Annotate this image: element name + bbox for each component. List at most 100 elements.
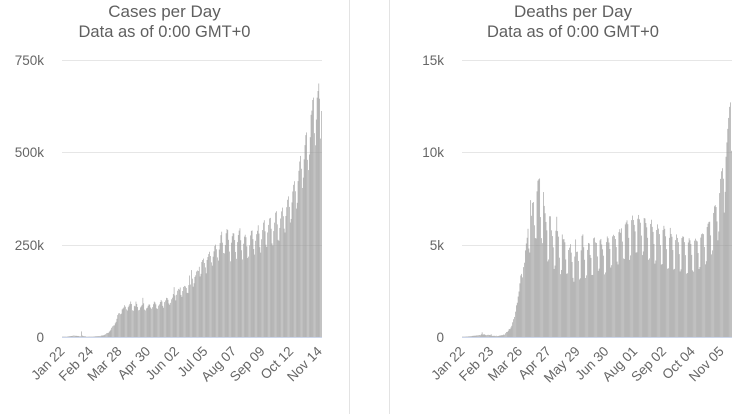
bar[interactable]	[600, 238, 602, 337]
bar[interactable]	[706, 227, 708, 337]
bar[interactable]	[301, 168, 302, 337]
bar[interactable]	[286, 207, 288, 337]
bar[interactable]	[536, 191, 538, 337]
bar[interactable]	[675, 240, 676, 337]
bar[interactable]	[120, 313, 122, 337]
bar[interactable]	[493, 335, 495, 337]
bar[interactable]	[581, 235, 583, 337]
bar[interactable]	[658, 228, 659, 337]
bar[interactable]	[80, 336, 81, 337]
bar[interactable]	[579, 278, 581, 337]
bar[interactable]	[645, 223, 647, 337]
bar[interactable]	[483, 334, 485, 337]
bar[interactable]	[231, 242, 232, 337]
bar[interactable]	[139, 309, 140, 337]
bar[interactable]	[625, 222, 627, 337]
bar[interactable]	[584, 259, 586, 337]
bar[interactable]	[270, 217, 271, 337]
bar[interactable]	[540, 217, 541, 337]
bar[interactable]	[586, 275, 587, 337]
bar[interactable]	[315, 119, 317, 337]
bar[interactable]	[298, 170, 300, 337]
bar[interactable]	[622, 241, 623, 337]
bar[interactable]	[118, 313, 119, 337]
bar[interactable]	[128, 305, 130, 337]
bar[interactable]	[489, 335, 491, 337]
bar[interactable]	[319, 98, 320, 338]
bar[interactable]	[82, 336, 84, 337]
bar[interactable]	[596, 242, 597, 337]
bar[interactable]	[537, 180, 539, 337]
bar[interactable]	[515, 311, 516, 337]
bar[interactable]	[652, 231, 654, 337]
bar[interactable]	[178, 288, 179, 337]
bar[interactable]	[242, 259, 243, 337]
bar[interactable]	[639, 219, 640, 337]
bar[interactable]	[67, 336, 68, 337]
bar[interactable]	[724, 191, 726, 337]
bar[interactable]	[302, 177, 304, 337]
bar[interactable]	[553, 268, 555, 337]
bar[interactable]	[101, 335, 103, 337]
bar[interactable]	[264, 231, 266, 337]
bar[interactable]	[200, 273, 202, 337]
bar[interactable]	[686, 273, 687, 337]
bar[interactable]	[548, 259, 550, 337]
bar[interactable]	[225, 233, 227, 337]
bar[interactable]	[127, 310, 128, 337]
bar[interactable]	[683, 236, 685, 337]
bar[interactable]	[70, 336, 72, 337]
bar[interactable]	[224, 253, 225, 337]
bar[interactable]	[720, 178, 721, 337]
bar[interactable]	[205, 267, 206, 337]
bar[interactable]	[577, 251, 578, 337]
bar[interactable]	[621, 228, 622, 337]
bar[interactable]	[637, 218, 639, 337]
bar[interactable]	[570, 244, 571, 337]
bar[interactable]	[103, 335, 105, 337]
bar[interactable]	[265, 244, 267, 337]
bar[interactable]	[283, 216, 284, 337]
bar[interactable]	[731, 150, 732, 337]
bar[interactable]	[473, 335, 475, 337]
bar[interactable]	[98, 336, 99, 337]
bar[interactable]	[634, 231, 636, 337]
bar[interactable]	[638, 214, 640, 337]
bar[interactable]	[218, 249, 220, 337]
bar[interactable]	[616, 261, 618, 337]
bar[interactable]	[476, 335, 478, 337]
bar[interactable]	[673, 269, 675, 337]
bar[interactable]	[576, 251, 577, 337]
bar[interactable]	[250, 235, 251, 337]
bar[interactable]	[146, 308, 147, 337]
bar[interactable]	[161, 301, 163, 337]
bar[interactable]	[289, 222, 291, 337]
bar[interactable]	[111, 327, 112, 337]
bar[interactable]	[644, 218, 646, 338]
bar[interactable]	[522, 277, 523, 337]
bar[interactable]	[674, 268, 676, 337]
bar[interactable]	[317, 91, 319, 338]
bar[interactable]	[83, 336, 85, 337]
bar[interactable]	[494, 335, 496, 337]
bar[interactable]	[296, 202, 298, 337]
bar[interactable]	[530, 200, 532, 337]
bar[interactable]	[79, 336, 80, 337]
bar[interactable]	[477, 335, 478, 337]
bar[interactable]	[252, 239, 254, 337]
bar[interactable]	[661, 264, 663, 337]
bar[interactable]	[631, 220, 632, 337]
bar[interactable]	[678, 242, 679, 337]
bar[interactable]	[650, 223, 651, 337]
bar[interactable]	[628, 237, 630, 337]
bar[interactable]	[712, 250, 713, 337]
bar[interactable]	[624, 224, 626, 337]
bar[interactable]	[95, 336, 97, 337]
bar[interactable]	[248, 256, 249, 337]
bar[interactable]	[588, 242, 589, 337]
bar[interactable]	[189, 275, 190, 337]
bar[interactable]	[545, 221, 547, 337]
bar[interactable]	[312, 99, 314, 338]
bar[interactable]	[611, 265, 613, 337]
bar[interactable]	[208, 254, 210, 337]
